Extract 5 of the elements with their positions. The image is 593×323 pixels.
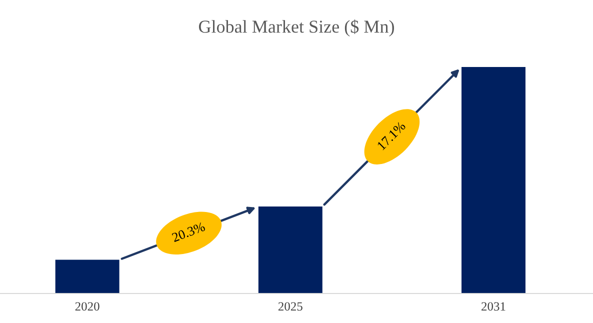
x-tick-label: 2031 <box>482 302 506 311</box>
x-tick-label: 2020 <box>75 302 100 311</box>
x-tick-label: 2025 <box>278 302 302 311</box>
annotation: 20.3% <box>171 222 206 242</box>
chart-title: Global Market Size ($ Mn) <box>198 20 394 36</box>
